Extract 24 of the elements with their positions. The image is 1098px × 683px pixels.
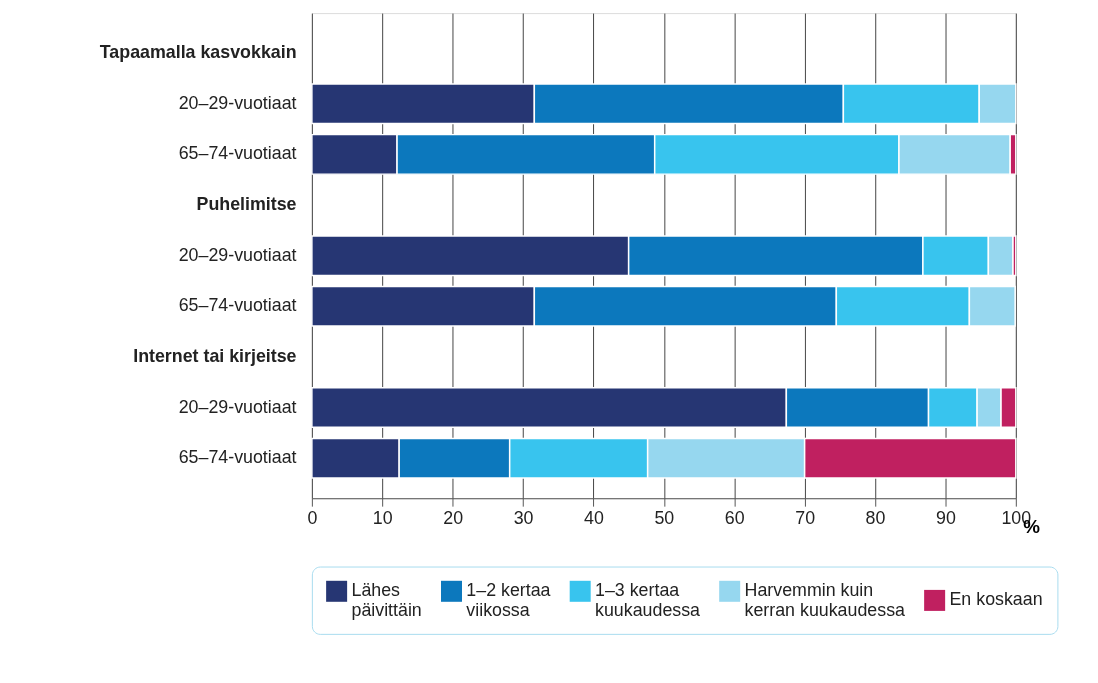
legend-label: Lähes päivittäin (351, 580, 422, 621)
y-tick-label: Tapaamalla kasvokkain (99, 42, 297, 63)
legend-label: En koskaan (949, 589, 1043, 610)
y-tick-label: 20–29-vuotiaat (178, 244, 297, 265)
x-tick-label: 70 (795, 508, 816, 529)
y-tick-label: 65–74-vuotiaat (178, 143, 297, 164)
x-tick-label: 0 (307, 508, 318, 529)
x-tick-label: 60 (724, 508, 745, 529)
x-tick-label: 20 (443, 508, 464, 529)
y-tick-label: 20–29-vuotiaat (178, 396, 297, 417)
y-tick-label: Puhelimitse (196, 193, 297, 214)
x-tick-label: 90 (936, 508, 956, 529)
x-tick-label: 10 (372, 508, 393, 529)
x-tick-label: 30 (513, 508, 534, 529)
y-tick-label: 65–74-vuotiaat (178, 447, 297, 468)
x-tick-label: 80 (865, 508, 886, 529)
legend-label: Harvemmin kuin kerran kuukaudessa (744, 580, 906, 621)
x-tick-label: 50 (654, 508, 675, 529)
legend-label: 1–2 kertaa viikossa (466, 580, 551, 621)
y-tick-label: Internet tai kirjeitse (133, 345, 297, 366)
y-tick-label: 20–29-vuotiaat (178, 92, 297, 113)
legend-label: 1–3 kertaa kuukaudessa (595, 580, 701, 621)
x-tick-label: 40 (584, 508, 604, 529)
y-tick-label: 65–74-vuotiaat (178, 295, 297, 316)
